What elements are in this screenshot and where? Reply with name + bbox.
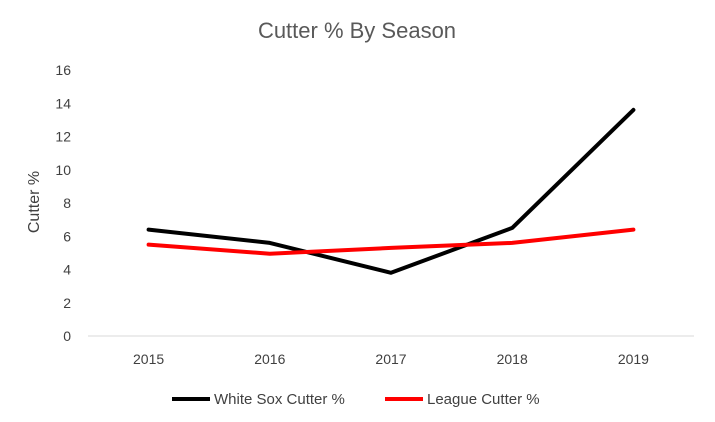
x-tick-label: 2017 bbox=[375, 351, 406, 367]
legend: White Sox Cutter % League Cutter % bbox=[172, 391, 540, 408]
data-point bbox=[269, 242, 271, 244]
y-tick-label: 6 bbox=[63, 228, 71, 244]
x-tick-label: 2018 bbox=[497, 351, 528, 367]
y-tick-label: 16 bbox=[55, 62, 71, 78]
y-axis-title: Cutter % bbox=[26, 171, 43, 233]
y-axis-ticks: 0 2 4 6 8 10 12 14 16 bbox=[55, 62, 71, 344]
x-tick-label: 2015 bbox=[133, 351, 164, 367]
y-tick-label: 2 bbox=[63, 295, 71, 311]
data-point bbox=[511, 227, 513, 229]
data-point bbox=[632, 229, 634, 231]
y-tick-label: 12 bbox=[55, 129, 71, 145]
data-point bbox=[390, 247, 392, 249]
series-line-1 bbox=[146, 227, 636, 256]
data-point bbox=[390, 272, 392, 274]
x-tick-label: 2019 bbox=[618, 351, 649, 367]
data-point bbox=[148, 244, 150, 246]
legend-label: League Cutter % bbox=[427, 391, 540, 408]
data-point bbox=[632, 109, 634, 111]
y-tick-label: 10 bbox=[55, 162, 71, 178]
y-tick-label: 4 bbox=[63, 262, 71, 278]
x-tick-label: 2016 bbox=[254, 351, 285, 367]
chart-title: Cutter % By Season bbox=[258, 18, 456, 43]
legend-label: White Sox Cutter % bbox=[214, 391, 345, 408]
series-lines bbox=[146, 107, 636, 275]
data-point bbox=[269, 253, 271, 255]
y-tick-label: 0 bbox=[63, 328, 71, 344]
data-point bbox=[148, 229, 150, 231]
data-point bbox=[511, 242, 513, 244]
y-tick-label: 14 bbox=[55, 95, 71, 111]
y-tick-label: 8 bbox=[63, 195, 71, 211]
x-axis-ticks: 2015 2016 2017 2018 2019 bbox=[133, 351, 649, 367]
